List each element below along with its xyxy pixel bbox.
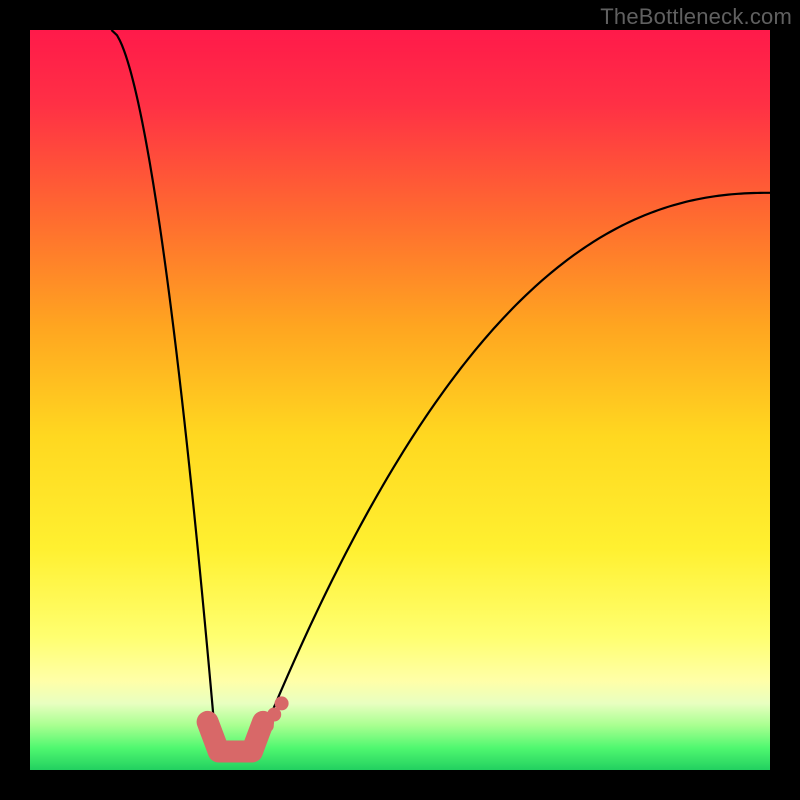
optimum-indicator-dot [275, 696, 289, 710]
bottleneck-curve-chart [30, 30, 770, 770]
gradient-background [30, 30, 770, 770]
plot-area [30, 30, 770, 770]
watermark-text: TheBottleneck.com [600, 4, 792, 30]
